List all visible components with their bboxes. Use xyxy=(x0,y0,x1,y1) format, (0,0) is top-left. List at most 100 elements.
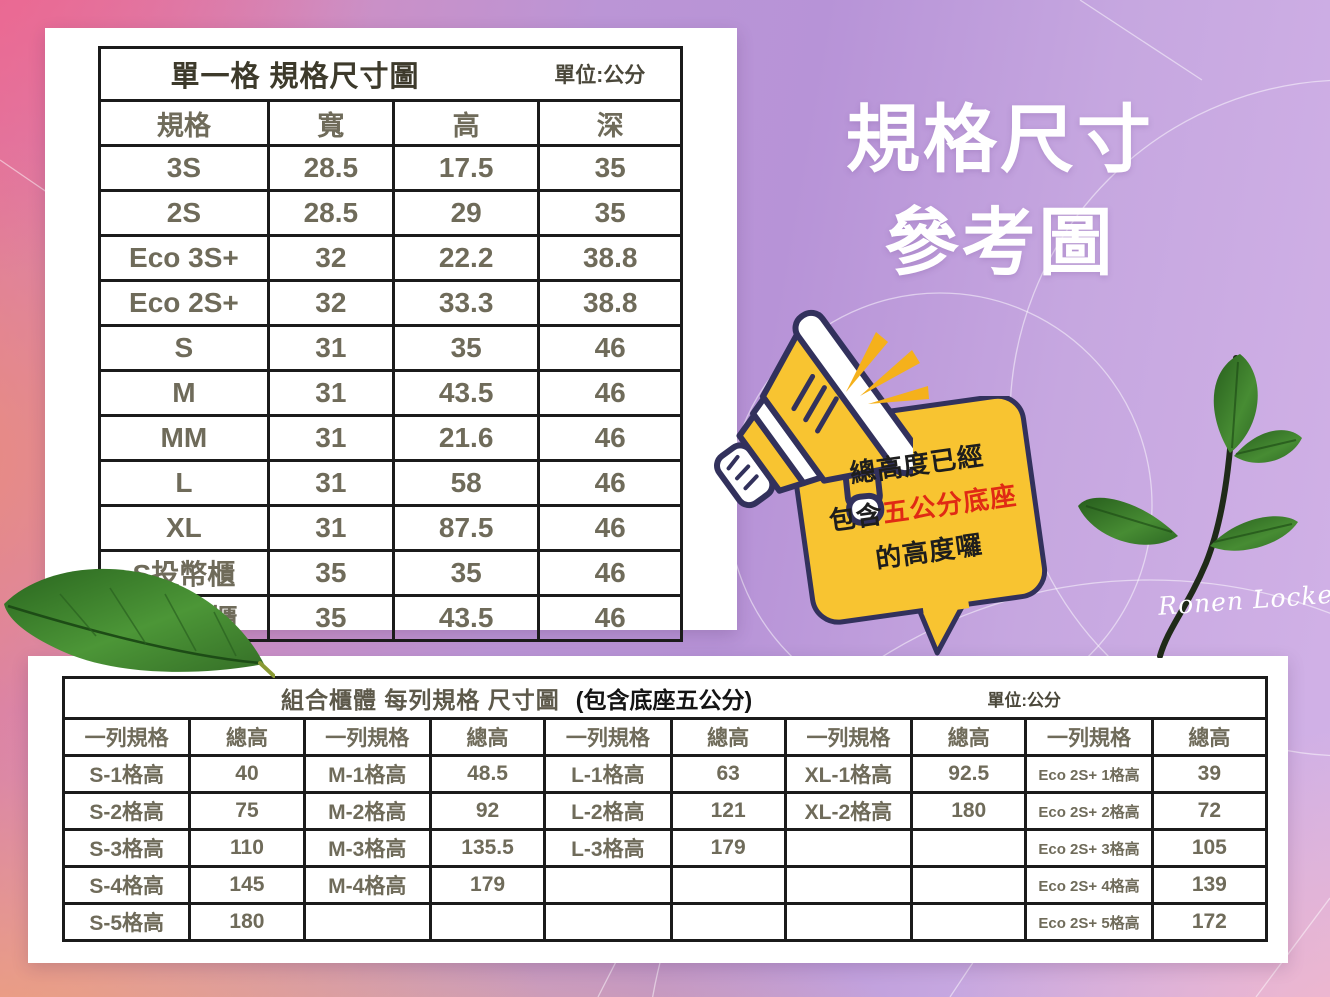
value-cell: 17.5 xyxy=(391,144,541,192)
value-cell: 35 xyxy=(391,324,541,372)
column-header: 深 xyxy=(537,99,683,147)
spec-cell: S-2格高 xyxy=(61,791,192,831)
spec-cell: L-3格高 xyxy=(543,828,673,868)
page-title-line1: 規格尺寸 xyxy=(846,98,1154,181)
value-cell: 46 xyxy=(537,414,683,462)
value-cell: 46 xyxy=(537,594,683,642)
table-row: L 31 58 46 xyxy=(98,459,683,507)
spec-cell: L xyxy=(98,459,270,507)
single-table-title: 單一格 規格尺寸圖 xyxy=(170,61,420,93)
spec-cell: S xyxy=(98,324,270,372)
value-cell: 172 xyxy=(1150,902,1269,942)
value-cell: 31 xyxy=(266,504,395,552)
spec-cell xyxy=(543,865,673,905)
spec-cell: XL xyxy=(98,504,270,552)
value-cell: 35 xyxy=(266,594,395,642)
value-cell: 46 xyxy=(537,324,683,372)
table-row: MM 31 21.6 46 xyxy=(98,414,683,462)
value-cell: 75 xyxy=(188,791,306,831)
spec-cell: M-4格高 xyxy=(302,865,432,905)
table-header-row: 一列規格 總高 一列規格 總高 一列規格 總高 一列規格 總高 一列規格 總高 xyxy=(61,717,1269,757)
spec-cell: L-2格高 xyxy=(543,791,673,831)
column-header: 總高 xyxy=(910,717,1028,757)
column-header: 總高 xyxy=(669,717,787,757)
value-cell: 33.3 xyxy=(391,279,541,327)
table-header-row: 規格 寬 高 深 xyxy=(98,99,683,147)
spec-cell: M-1格高 xyxy=(302,754,432,794)
spec-cell: Eco 2S+ 1格高 xyxy=(1024,754,1154,794)
column-header: 總高 xyxy=(428,717,547,757)
column-header: 規格 xyxy=(98,99,270,147)
value-cell xyxy=(669,865,787,905)
value-cell: 38.8 xyxy=(537,279,683,327)
value-cell: 35 xyxy=(266,549,395,597)
value-cell: 58 xyxy=(391,459,541,507)
spec-cell xyxy=(543,902,673,942)
value-cell: 105 xyxy=(1150,828,1269,868)
table-row: S-3格高 110 M-3格高 135.5 L-3格高 179 Eco 2S+ 3格高… xyxy=(61,828,1269,868)
single-table-title-row: 單一格 規格尺寸圖 單位:公分 xyxy=(103,53,679,95)
combo-table-note: (包含底座五公分) xyxy=(575,687,753,713)
spec-cell: Eco 2S+ 4格高 xyxy=(1024,865,1154,905)
burst-rays-icon xyxy=(846,332,929,404)
value-cell: 35 xyxy=(537,189,683,237)
value-cell xyxy=(910,828,1028,868)
single-table-unit-label: 單位:公分 xyxy=(554,64,646,87)
value-cell: 43.5 xyxy=(391,369,541,417)
single-spec-card: 單一格 規格尺寸圖 單位:公分 規格 寬 高 深 3S 28.5 17.5 35 2S… xyxy=(45,28,737,642)
column-header: 一列規格 xyxy=(302,717,432,757)
value-cell: 40 xyxy=(188,754,306,794)
column-header: 總高 xyxy=(188,717,306,757)
value-cell: 72 xyxy=(1150,791,1269,831)
value-cell: 179 xyxy=(669,828,787,868)
spec-cell xyxy=(302,902,432,942)
value-cell: 35 xyxy=(391,549,541,597)
column-header: 一列規格 xyxy=(543,717,673,757)
value-cell xyxy=(428,902,547,942)
table-row: 2S 28.5 29 35 xyxy=(98,189,683,237)
value-cell: 32 xyxy=(266,279,395,327)
column-header: 寬 xyxy=(266,99,395,147)
value-cell: 46 xyxy=(537,459,683,507)
bubble-line2-black: 包含 xyxy=(827,498,885,537)
table-row: XL 31 87.5 46 xyxy=(98,504,683,552)
value-cell: 43.5 xyxy=(391,594,541,642)
value-cell: 35 xyxy=(537,144,683,192)
spec-cell: Eco 2S+ 2格高 xyxy=(1024,791,1154,831)
spec-cell: Eco 2S+ 3格高 xyxy=(1024,828,1154,868)
value-cell: 92.5 xyxy=(910,754,1028,794)
table-row: Eco 3S+ 32 22.2 38.8 xyxy=(98,234,683,282)
value-cell xyxy=(669,902,787,942)
value-cell: 145 xyxy=(188,865,306,905)
table-row: S-2格高 75 M-2格高 92 L-2格高 121 XL-2格高 180 Eco 2… xyxy=(61,791,1269,831)
value-cell: 135.5 xyxy=(428,828,547,868)
table-row: S 31 35 46 xyxy=(98,324,683,372)
value-cell: 121 xyxy=(669,791,787,831)
value-cell: 22.2 xyxy=(391,234,541,282)
value-cell: 38.8 xyxy=(537,234,683,282)
value-cell: 31 xyxy=(266,414,395,462)
spec-cell xyxy=(783,828,914,868)
value-cell xyxy=(910,865,1028,905)
spec-cell: S-4格高 xyxy=(61,865,192,905)
value-cell: 29 xyxy=(391,189,541,237)
value-cell: 31 xyxy=(266,324,395,372)
value-cell: 48.5 xyxy=(428,754,547,794)
column-header: 總高 xyxy=(1150,717,1269,757)
value-cell: 63 xyxy=(669,754,787,794)
combo-table-unit-label: 單位:公分 xyxy=(987,690,1061,710)
value-cell: 28.5 xyxy=(266,189,395,237)
value-cell: 31 xyxy=(266,459,395,507)
page-title-line2: 參考圖 xyxy=(884,201,1116,284)
value-cell: 180 xyxy=(188,902,306,942)
leaf-left-icon xyxy=(4,568,275,678)
spec-cell xyxy=(783,902,914,942)
combo-table-title: 組合櫃體 每列規格 尺寸圖 xyxy=(281,687,560,713)
spec-cell: L-1格高 xyxy=(543,754,673,794)
spec-cell: S-3格高 xyxy=(61,828,192,868)
spec-cell: Eco 2S+ xyxy=(98,279,270,327)
page-title: 規格尺寸 參考圖 xyxy=(790,88,1210,294)
spec-cell: S-1格高 xyxy=(61,754,192,794)
value-cell: 21.6 xyxy=(391,414,541,462)
value-cell: 92 xyxy=(428,791,547,831)
